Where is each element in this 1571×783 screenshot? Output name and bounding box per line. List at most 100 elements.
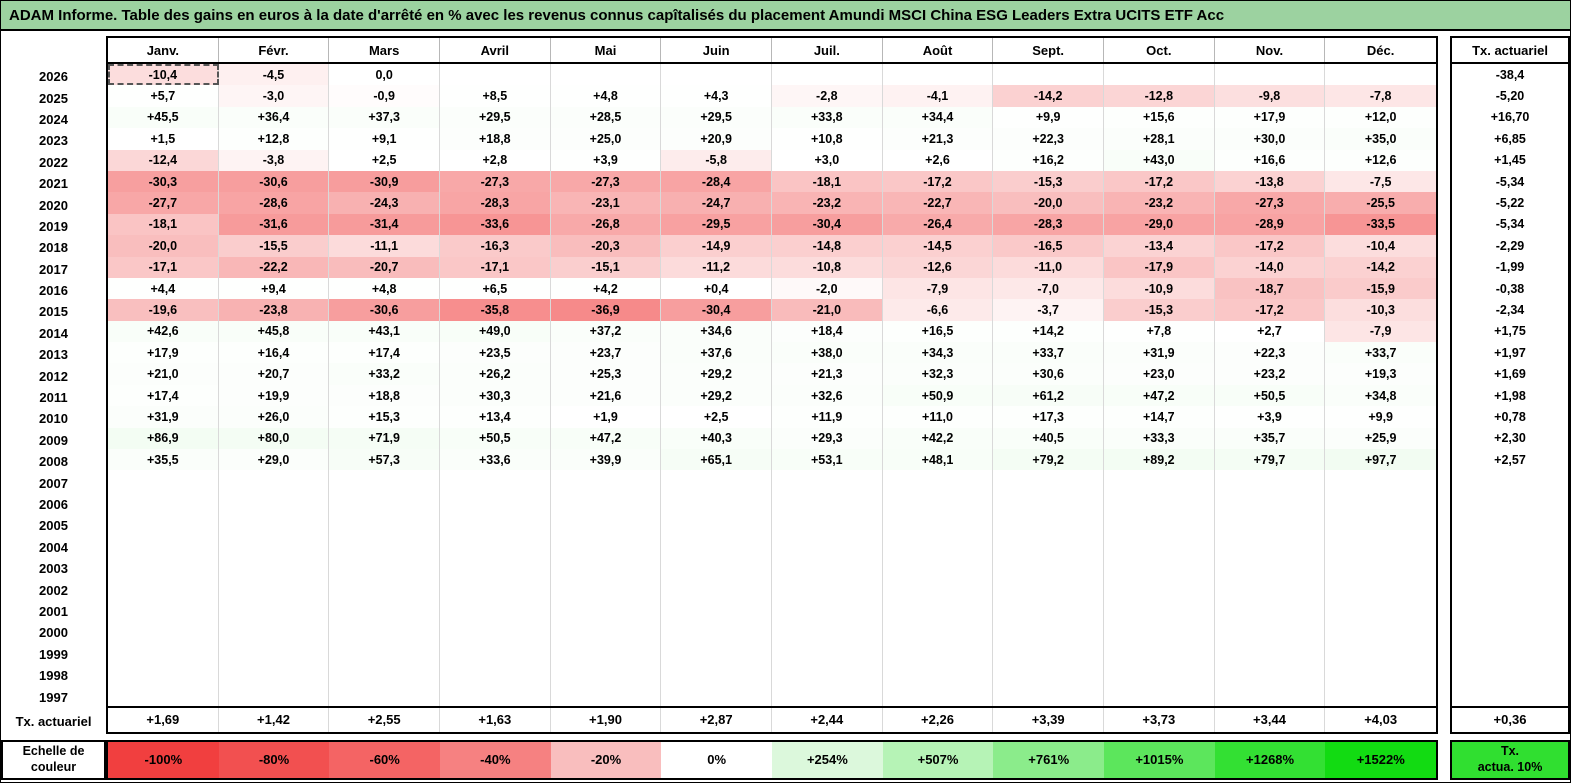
gain-cell[interactable] bbox=[439, 684, 551, 706]
gain-cell[interactable] bbox=[329, 491, 440, 514]
gain-cell[interactable]: +5,7 bbox=[108, 85, 219, 107]
gain-cell[interactable]: -17,2 bbox=[1103, 170, 1215, 193]
gain-cell[interactable] bbox=[218, 577, 330, 599]
year-label[interactable]: 2014 bbox=[39, 325, 68, 341]
gain-cell[interactable]: +37,6 bbox=[661, 342, 772, 364]
gain-cell[interactable]: +13,4 bbox=[439, 406, 551, 428]
gain-cell[interactable] bbox=[550, 513, 662, 535]
gain-cell[interactable] bbox=[882, 662, 994, 685]
gain-cell[interactable]: +19,3 bbox=[1325, 363, 1436, 385]
tx-monthly-value[interactable]: +2,55 bbox=[329, 707, 440, 732]
gain-cell[interactable]: +1,9 bbox=[550, 406, 662, 428]
gain-cell[interactable] bbox=[882, 555, 994, 578]
gain-cell[interactable]: +22,3 bbox=[1214, 342, 1326, 364]
gain-cell[interactable]: +35,0 bbox=[1325, 128, 1436, 150]
year-label[interactable]: 2023 bbox=[39, 133, 68, 149]
gain-cell[interactable]: -4,1 bbox=[882, 85, 994, 107]
gain-cell[interactable] bbox=[1325, 534, 1436, 556]
gain-cell[interactable] bbox=[1103, 64, 1215, 86]
gain-cell[interactable]: +21,6 bbox=[550, 384, 662, 407]
gain-cell[interactable]: +33,7 bbox=[1325, 342, 1436, 364]
tx-annual-value[interactable]: +1,45 bbox=[1494, 153, 1526, 168]
gain-cell[interactable]: -22,7 bbox=[882, 192, 994, 214]
gain-cell[interactable]: +18,8 bbox=[439, 128, 551, 150]
gain-cell[interactable] bbox=[439, 555, 551, 578]
gain-cell[interactable]: -7,8 bbox=[1325, 85, 1436, 107]
gain-cell[interactable] bbox=[771, 491, 883, 514]
gain-cell[interactable] bbox=[1214, 491, 1326, 514]
gain-cell[interactable] bbox=[661, 662, 772, 685]
gain-cell[interactable]: +42,6 bbox=[108, 320, 219, 343]
gain-cell[interactable]: +23,7 bbox=[550, 342, 662, 364]
gain-cell[interactable]: -0,9 bbox=[329, 85, 440, 107]
year-label[interactable]: 1997 bbox=[39, 689, 68, 705]
gain-cell[interactable]: -5,8 bbox=[661, 149, 772, 171]
gain-cell[interactable]: -10,8 bbox=[771, 256, 883, 278]
gain-cell[interactable]: +33,2 bbox=[329, 363, 440, 385]
gain-cell[interactable] bbox=[1103, 598, 1215, 621]
gain-cell[interactable]: +25,0 bbox=[550, 128, 662, 150]
gain-cell[interactable]: -15,3 bbox=[993, 170, 1104, 193]
year-label[interactable]: 1999 bbox=[39, 646, 68, 662]
tx-annual-value[interactable]: -5,34 bbox=[1495, 217, 1525, 232]
gain-cell[interactable]: +19,9 bbox=[218, 384, 330, 407]
gain-cell[interactable]: -16,5 bbox=[993, 235, 1104, 257]
gain-cell[interactable]: +29,3 bbox=[771, 427, 883, 450]
year-label[interactable]: 2007 bbox=[39, 475, 68, 491]
gain-cell[interactable]: +43,0 bbox=[1103, 149, 1215, 171]
gain-cell[interactable]: -23,2 bbox=[1103, 192, 1215, 214]
gain-cell[interactable]: -17,1 bbox=[108, 256, 219, 278]
gain-cell[interactable]: -23,1 bbox=[550, 192, 662, 214]
gain-cell[interactable]: -30,6 bbox=[329, 299, 440, 321]
gain-cell[interactable]: +14,7 bbox=[1103, 406, 1215, 428]
gain-cell[interactable] bbox=[1103, 513, 1215, 535]
gain-cell[interactable]: +45,5 bbox=[108, 106, 219, 129]
gain-cell[interactable]: -11,2 bbox=[661, 256, 772, 278]
gain-cell[interactable]: +34,6 bbox=[661, 320, 772, 343]
gain-cell[interactable] bbox=[993, 598, 1104, 621]
gain-cell[interactable]: +16,6 bbox=[1214, 149, 1326, 171]
gain-cell[interactable]: +26,0 bbox=[218, 406, 330, 428]
gain-cell[interactable]: -2,8 bbox=[771, 85, 883, 107]
gain-cell[interactable] bbox=[661, 620, 772, 642]
gain-cell[interactable]: -10,4 bbox=[1325, 235, 1436, 257]
gain-cell[interactable] bbox=[550, 662, 662, 685]
tx-annual-value[interactable] bbox=[1452, 535, 1568, 556]
tx-annual-value[interactable]: +1,69 bbox=[1494, 367, 1526, 382]
gain-cell[interactable]: +50,9 bbox=[882, 384, 994, 407]
gain-cell[interactable]: -15,3 bbox=[1103, 299, 1215, 321]
gain-cell[interactable]: +33,8 bbox=[771, 106, 883, 129]
gain-cell[interactable]: -23,8 bbox=[218, 299, 330, 321]
gain-cell[interactable]: -12,8 bbox=[1103, 85, 1215, 107]
gain-cell[interactable]: +21,3 bbox=[771, 363, 883, 385]
gain-cell[interactable]: -26,8 bbox=[550, 213, 662, 236]
gain-cell[interactable]: -36,9 bbox=[550, 299, 662, 321]
tx-monthly-value[interactable]: +1,90 bbox=[551, 707, 662, 732]
gain-cell[interactable] bbox=[993, 577, 1104, 599]
gain-cell[interactable]: -26,4 bbox=[882, 213, 994, 236]
gain-cell[interactable] bbox=[1325, 598, 1436, 621]
gain-cell[interactable] bbox=[108, 577, 219, 599]
gain-cell[interactable] bbox=[1103, 662, 1215, 685]
gain-cell[interactable]: +23,2 bbox=[1214, 363, 1326, 385]
gain-cell[interactable]: -2,0 bbox=[771, 277, 883, 300]
gain-cell[interactable]: +79,7 bbox=[1214, 449, 1326, 471]
year-label[interactable]: 2010 bbox=[39, 411, 68, 427]
gain-cell[interactable]: +11,9 bbox=[771, 406, 883, 428]
gain-cell[interactable] bbox=[550, 491, 662, 514]
gain-cell[interactable]: -13,8 bbox=[1214, 170, 1326, 193]
gain-cell[interactable]: -6,6 bbox=[882, 299, 994, 321]
year-label[interactable]: 2024 bbox=[39, 111, 68, 127]
gain-cell[interactable]: +35,5 bbox=[108, 449, 219, 471]
year-label[interactable]: 2015 bbox=[39, 304, 68, 320]
tx-annual-value[interactable]: -1,99 bbox=[1495, 260, 1525, 275]
gain-cell[interactable] bbox=[993, 684, 1104, 706]
gain-cell[interactable]: +65,1 bbox=[661, 449, 772, 471]
gain-cell[interactable]: -20,0 bbox=[108, 235, 219, 257]
year-label[interactable]: 2018 bbox=[39, 240, 68, 256]
gain-cell[interactable] bbox=[439, 534, 551, 556]
gain-cell[interactable]: +4,8 bbox=[550, 85, 662, 107]
gain-cell[interactable] bbox=[1325, 470, 1436, 492]
gain-cell[interactable]: +21,0 bbox=[108, 363, 219, 385]
gain-cell[interactable] bbox=[661, 491, 772, 514]
